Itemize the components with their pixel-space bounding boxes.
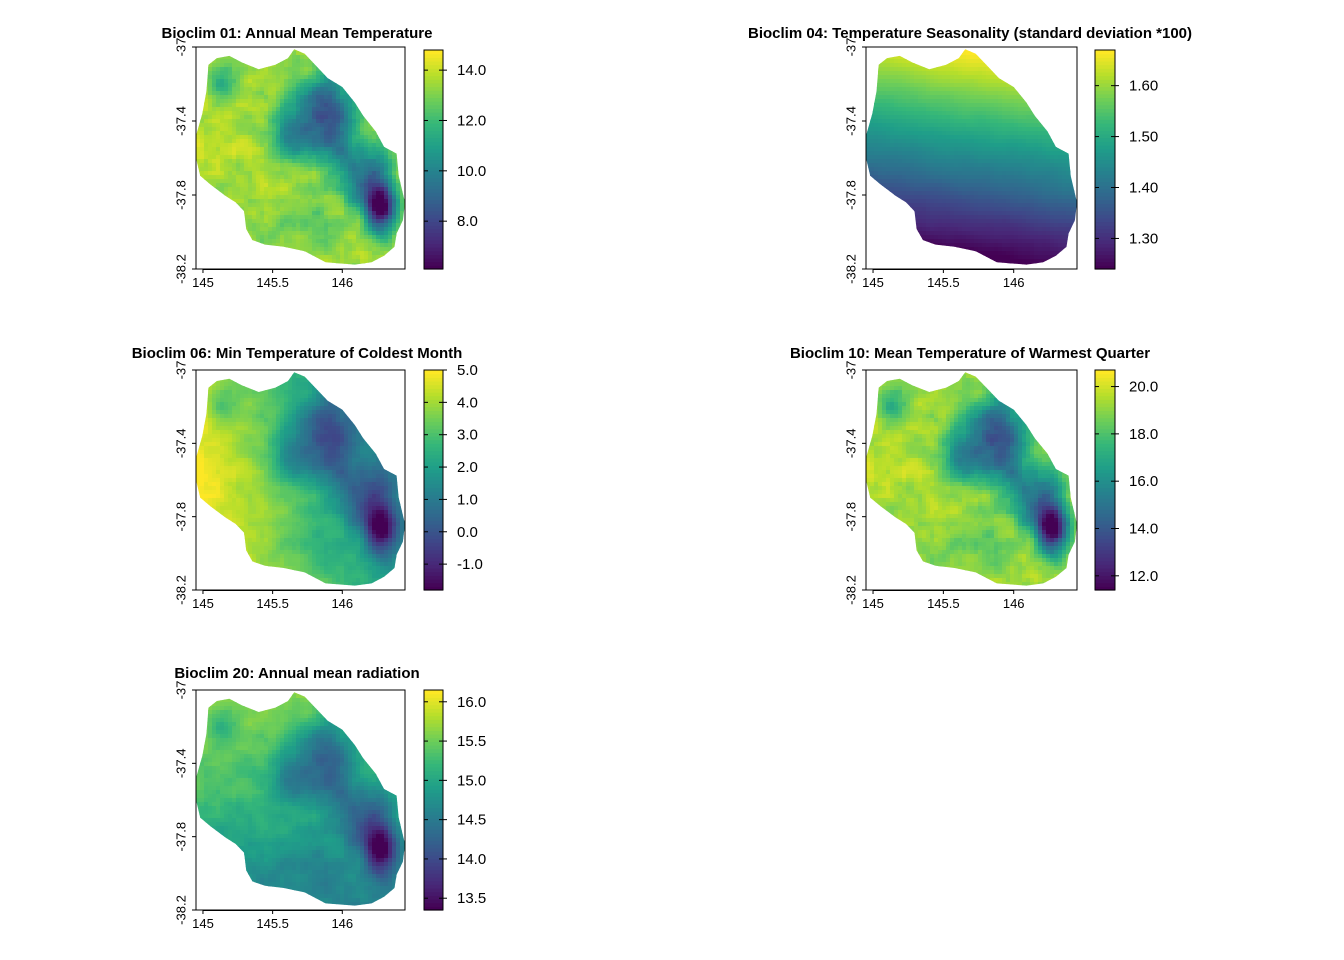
raster-layer xyxy=(866,49,1077,265)
map-panel: Bioclim 06: Min Temperature of Coldest M… xyxy=(132,345,483,611)
colorbar-tick-label: 4.0 xyxy=(457,394,478,411)
y-tick-label: -37.4 xyxy=(843,106,858,136)
colorbar-tick-label: 13.5 xyxy=(457,890,486,907)
y-tick-label: -37.8 xyxy=(173,822,188,852)
colorbar: 1.30 1.40 1.50 1.60 xyxy=(1094,49,1158,270)
y-tick-label: -38.2 xyxy=(173,254,188,284)
colorbar-tick-label: 12.0 xyxy=(457,112,486,129)
y-tick-label: -37.4 xyxy=(173,429,188,459)
x-tick-label: 145 xyxy=(192,275,214,290)
colorbar-tick-label: 3.0 xyxy=(457,427,478,444)
x-tick-label: 146 xyxy=(331,916,353,931)
colorbar: 13.5 14.0 14.5 15.0 15.5 16.0 xyxy=(423,689,486,911)
panel-title: Bioclim 06: Min Temperature of Coldest M… xyxy=(132,345,463,362)
colorbar: 8.0 10.0 12.0 14.0 xyxy=(423,49,486,270)
x-tick-label: 145.5 xyxy=(256,916,289,931)
colorbar-tick-label: 1.50 xyxy=(1129,129,1158,146)
y-tick-label: -38.2 xyxy=(173,575,188,605)
map-panel: Bioclim 01: Annual Mean Temperature 145 14… xyxy=(162,25,487,290)
raster-layer xyxy=(196,372,405,586)
colorbar-tick-label: 16.0 xyxy=(1129,473,1158,490)
y-tick-label: -37.8 xyxy=(843,180,858,210)
x-tick-label: 146 xyxy=(331,596,353,611)
colorbar-tick-label: 14.0 xyxy=(1129,520,1158,537)
colorbar-tick-label: 5.0 xyxy=(457,362,478,379)
y-tick-label: -37.8 xyxy=(173,502,188,532)
map-panel: Bioclim 10: Mean Temperature of Warmest … xyxy=(790,345,1158,611)
x-tick-label: 145 xyxy=(192,916,214,931)
colorbar-tick-label: 16.0 xyxy=(457,694,486,711)
colorbar-tick-label: 2.0 xyxy=(457,459,478,476)
y-tick-label: -37.4 xyxy=(843,429,858,459)
y-tick-label: -37 xyxy=(173,361,188,380)
colorbar-tick-label: 1.60 xyxy=(1129,78,1158,95)
y-tick-label: -37 xyxy=(843,361,858,380)
colorbar: 12.0 14.0 16.0 18.0 20.0 xyxy=(1094,369,1158,591)
x-tick-label: 145.5 xyxy=(927,275,960,290)
y-tick-label: -37 xyxy=(173,38,188,57)
colorbar-tick-label: 15.5 xyxy=(457,733,486,750)
colorbar-tick-label: 10.0 xyxy=(457,163,486,180)
colorbar-tick-label: -1.0 xyxy=(457,556,483,573)
colorbar-tick-label: 1.40 xyxy=(1129,180,1158,197)
map-panel: Bioclim 20: Annual mean radiation 145 145.… xyxy=(173,665,486,931)
y-tick-label: -38.2 xyxy=(173,895,188,925)
y-tick-label: -37.4 xyxy=(173,749,188,779)
x-tick-label: 145.5 xyxy=(256,275,289,290)
colorbar-tick-label: 14.5 xyxy=(457,812,486,829)
y-tick-label: -37.8 xyxy=(173,180,188,210)
colorbar: -1.0 0.0 1.0 2.0 3.0 4.0 5.0 xyxy=(423,362,483,591)
y-tick-label: -37 xyxy=(843,38,858,57)
colorbar-tick-label: 12.0 xyxy=(1129,568,1158,585)
y-tick-label: -37.4 xyxy=(173,106,188,136)
colorbar-tick-label: 14.0 xyxy=(457,851,486,868)
y-tick-label: -37.8 xyxy=(843,502,858,532)
y-tick-label: -38.2 xyxy=(843,254,858,284)
x-tick-label: 145.5 xyxy=(256,596,289,611)
x-tick-label: 145 xyxy=(862,275,884,290)
x-tick-label: 145.5 xyxy=(927,596,960,611)
raster-layer xyxy=(196,692,405,906)
map-panel: Bioclim 04: Temperature Seasonality (sta… xyxy=(748,25,1192,290)
colorbar-tick-label: 20.0 xyxy=(1129,379,1158,396)
colorbar-tick-label: 1.30 xyxy=(1129,230,1158,247)
colorbar-tick-label: 15.0 xyxy=(457,772,486,789)
colorbar-tick-label: 8.0 xyxy=(457,213,478,230)
y-tick-label: -38.2 xyxy=(843,575,858,605)
colorbar-tick-label: 1.0 xyxy=(457,491,478,508)
x-tick-label: 146 xyxy=(1003,596,1025,611)
panel-title: Bioclim 01: Annual Mean Temperature xyxy=(162,25,433,42)
colorbar-tick-label: 14.0 xyxy=(457,62,486,79)
y-tick-label: -37 xyxy=(173,681,188,700)
raster-layer xyxy=(196,49,405,265)
x-tick-label: 146 xyxy=(331,275,353,290)
colorbar-tick-label: 18.0 xyxy=(1129,426,1158,443)
panel-title: Bioclim 04: Temperature Seasonality (sta… xyxy=(748,25,1192,42)
x-tick-label: 145 xyxy=(192,596,214,611)
x-tick-label: 145 xyxy=(862,596,884,611)
colorbar-tick-label: 0.0 xyxy=(457,524,478,541)
raster-layer xyxy=(866,372,1077,586)
panel-title: Bioclim 10: Mean Temperature of Warmest … xyxy=(790,345,1150,362)
x-tick-label: 146 xyxy=(1003,275,1025,290)
panel-title: Bioclim 20: Annual mean radiation xyxy=(174,665,419,682)
